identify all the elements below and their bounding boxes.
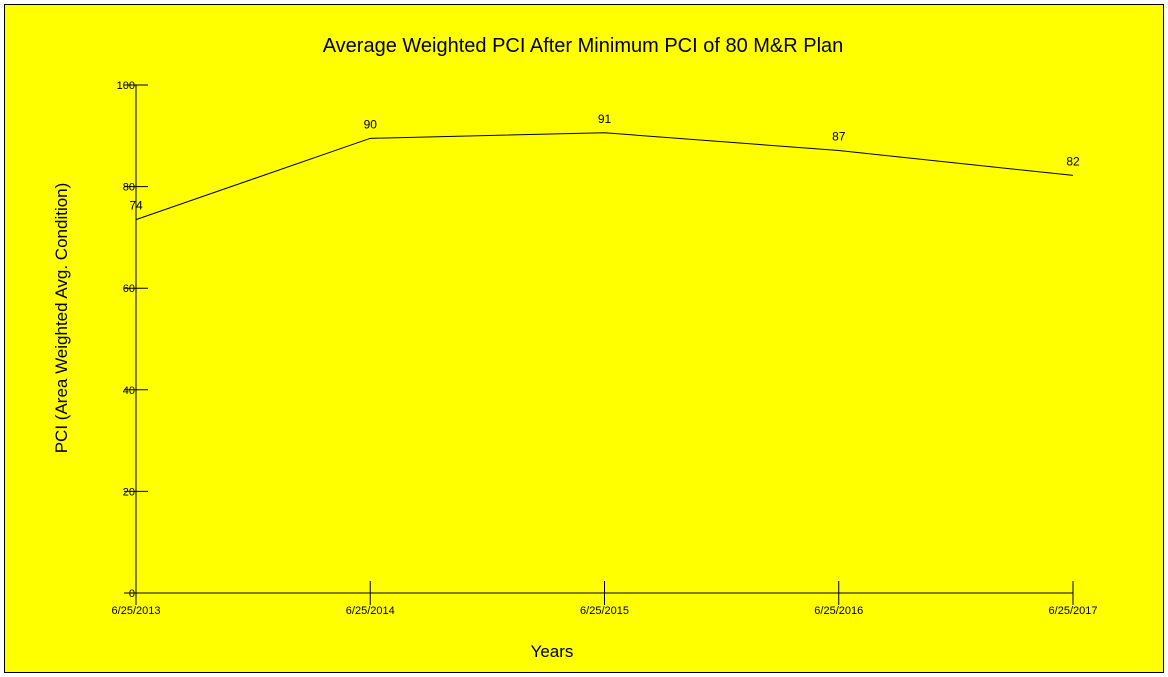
data-label: 91	[598, 112, 612, 126]
series-line	[135, 132, 1074, 221]
chart-frame	[4, 4, 1164, 673]
chart-title: Average Weighted PCI After Minimum PCI o…	[323, 35, 844, 57]
y-tick-label: 100	[117, 80, 135, 92]
x-tick-label: 6/25/2013	[112, 605, 161, 617]
y-tick-label: 40	[123, 385, 135, 397]
y-tick-label: 0	[129, 588, 135, 600]
x-tick-label: 6/25/2016	[814, 605, 863, 617]
data-label: 87	[832, 130, 846, 144]
x-axis-label: Years	[531, 642, 574, 661]
axes	[124, 84, 1074, 605]
tick-labels: 0 20 40 60 80 100 6/25/2013 6/25/2014 6/25/2015 6…	[112, 80, 1098, 617]
data-label: 90	[364, 117, 378, 131]
data-labels: 74 90 91 87 82	[129, 112, 1080, 213]
x-tick-label: 6/25/2017	[1049, 605, 1098, 617]
x-tick-label: 6/25/2014	[346, 605, 395, 617]
data-label: 82	[1066, 154, 1080, 168]
y-tick-label: 60	[123, 283, 135, 295]
y-axis-label: PCI (Area Weighted Avg. Condition)	[52, 183, 71, 454]
data-label: 74	[129, 199, 143, 213]
y-tick-label: 80	[123, 182, 135, 194]
series-polyline	[135, 132, 1074, 221]
x-tick-label: 6/25/2015	[580, 605, 629, 617]
y-tick-label: 20	[123, 486, 135, 498]
